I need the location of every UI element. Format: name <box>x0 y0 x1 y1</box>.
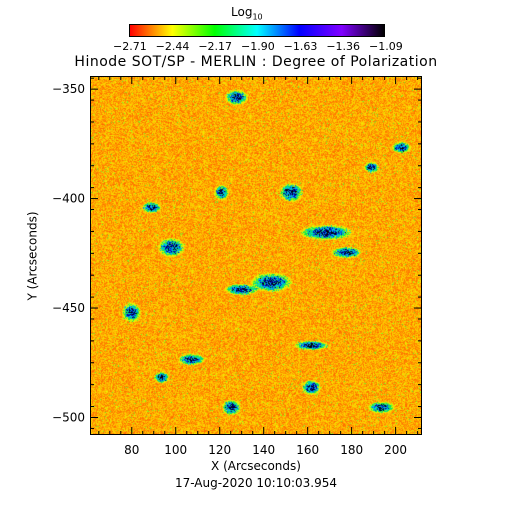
polarization-map <box>90 76 422 435</box>
colorbar-tick-0: −2.71 <box>113 40 147 53</box>
x-tick-label-200: 200 <box>384 443 407 457</box>
colorbar-label: Log10 <box>231 5 263 22</box>
x-tick-label-180: 180 <box>340 443 363 457</box>
x-tick-label-100: 100 <box>164 443 187 457</box>
colorbar-tick-5: −1.36 <box>326 40 361 53</box>
y-tick-label--350: −350 <box>52 82 85 96</box>
x-tick-label-80: 80 <box>124 443 139 457</box>
colorbar-tick-3: −1.90 <box>241 40 275 53</box>
colorbar-tick-1: −2.44 <box>155 40 190 53</box>
timestamp-annotation: 17-Aug-2020 10:10:03.954 <box>174 476 338 490</box>
chart-title: Hinode SOT/SP - MERLIN : Degree of Polar… <box>74 54 438 70</box>
y-axis-label: Y (Arcseconds) <box>25 211 40 301</box>
x-axis-label: X (Arcseconds) <box>211 459 301 473</box>
y-tick-label--400: −400 <box>52 192 85 206</box>
x-tick-label-140: 140 <box>252 443 275 457</box>
colorbar-tick-2: −2.17 <box>198 40 233 53</box>
colorbar-tick-6: −1.09 <box>369 40 403 53</box>
x-tick-label-120: 120 <box>208 443 231 457</box>
x-tick-label-160: 160 <box>296 443 319 457</box>
colorbar-tick-4: −1.63 <box>283 40 318 53</box>
y-tick-label--500: −500 <box>52 410 85 424</box>
colorbar-tick-labels: −2.71 −2.44 −2.17 −1.90 −1.63 −1.36 −1.09 <box>110 40 410 54</box>
colorbar <box>129 24 385 37</box>
heatmap-canvas <box>91 77 421 434</box>
y-tick-label--450: −450 <box>52 301 85 315</box>
